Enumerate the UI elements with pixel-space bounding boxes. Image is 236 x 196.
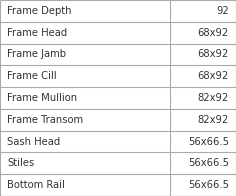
Text: Frame Mullion: Frame Mullion bbox=[7, 93, 77, 103]
Text: 92: 92 bbox=[216, 6, 229, 16]
Text: 82x92: 82x92 bbox=[198, 115, 229, 125]
Text: 56x66.5: 56x66.5 bbox=[188, 180, 229, 190]
Text: 68x92: 68x92 bbox=[198, 28, 229, 38]
Text: Frame Transom: Frame Transom bbox=[7, 115, 83, 125]
Text: Sash Head: Sash Head bbox=[7, 137, 60, 147]
Text: 68x92: 68x92 bbox=[198, 49, 229, 59]
Text: Stiles: Stiles bbox=[7, 158, 34, 168]
Text: Frame Cill: Frame Cill bbox=[7, 71, 57, 81]
Text: 82x92: 82x92 bbox=[198, 93, 229, 103]
Text: Bottom Rail: Bottom Rail bbox=[7, 180, 65, 190]
Text: Frame Head: Frame Head bbox=[7, 28, 67, 38]
Text: 56x66.5: 56x66.5 bbox=[188, 158, 229, 168]
Text: Frame Jamb: Frame Jamb bbox=[7, 49, 66, 59]
Text: 68x92: 68x92 bbox=[198, 71, 229, 81]
Text: 56x66.5: 56x66.5 bbox=[188, 137, 229, 147]
Text: Frame Depth: Frame Depth bbox=[7, 6, 72, 16]
